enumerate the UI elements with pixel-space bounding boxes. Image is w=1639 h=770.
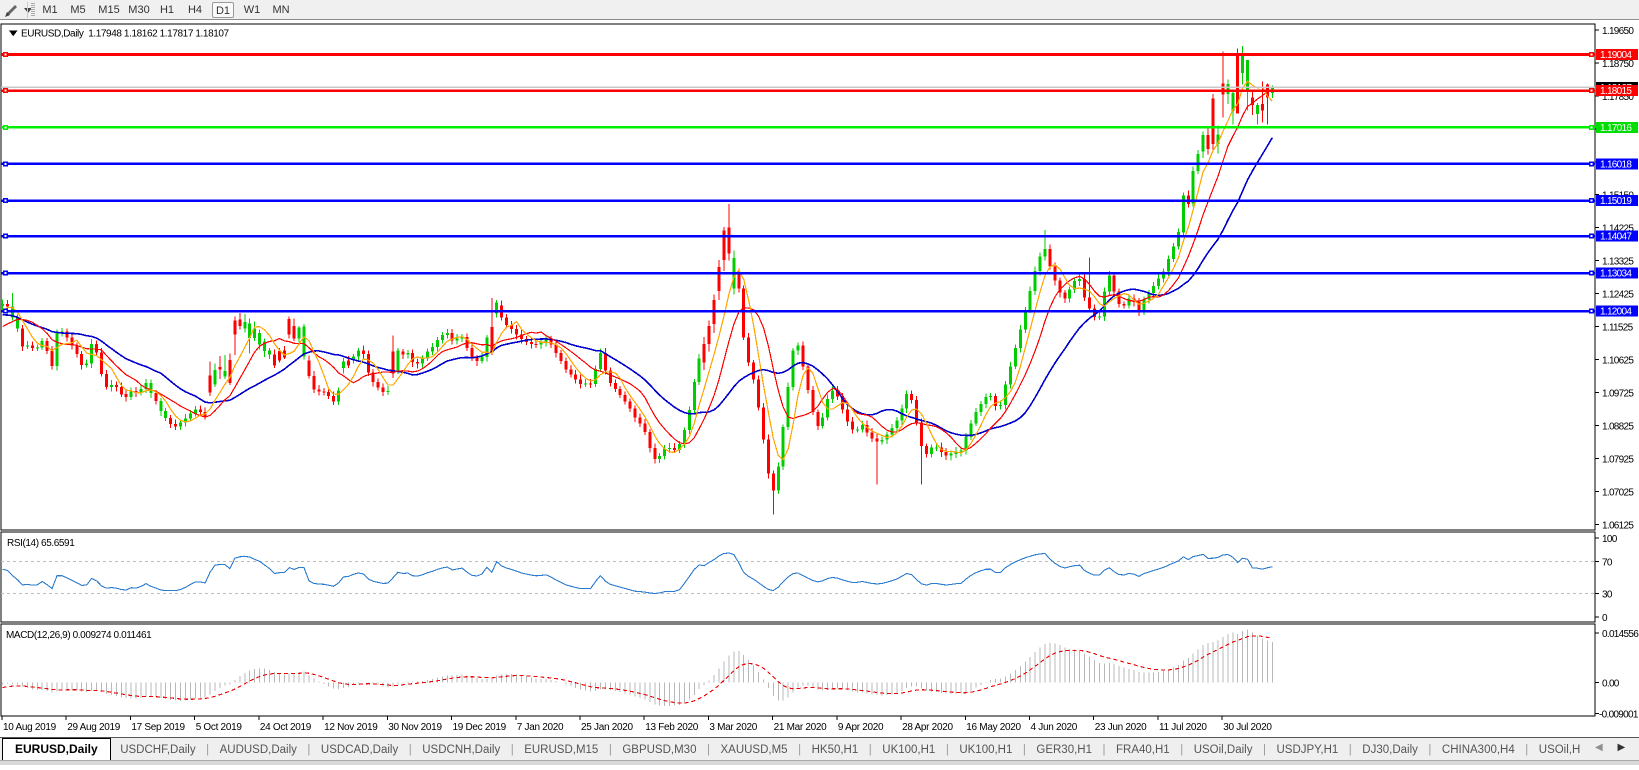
svg-text:1.13034: 1.13034 — [1600, 269, 1632, 280]
svg-text:1.10625: 1.10625 — [1602, 356, 1634, 367]
svg-text:70: 70 — [1602, 558, 1613, 569]
svg-text:RSI(14) 65.6591: RSI(14) 65.6591 — [7, 538, 75, 549]
svg-text:17 Sep 2019: 17 Sep 2019 — [131, 722, 185, 733]
svg-text:5 Oct 2019: 5 Oct 2019 — [196, 722, 243, 733]
svg-text:7 Jan 2020: 7 Jan 2020 — [517, 722, 564, 733]
svg-text:0.014556: 0.014556 — [1602, 629, 1639, 640]
svg-text:EURUSD,Daily 1.17948 1.18162: EURUSD,Daily 1.17948 1.18162 1.17817 1.1… — [21, 29, 230, 40]
svg-text:1.18750: 1.18750 — [1602, 59, 1634, 70]
svg-text:23 Jun 2020: 23 Jun 2020 — [1095, 722, 1147, 733]
svg-text:-0.009001: -0.009001 — [1599, 710, 1639, 721]
svg-text:1.16018: 1.16018 — [1600, 159, 1632, 170]
svg-text:21 Mar 2020: 21 Mar 2020 — [774, 722, 828, 733]
svg-text:1.18015: 1.18015 — [1600, 86, 1632, 97]
svg-text:1.17850: 1.17850 — [1602, 92, 1634, 103]
svg-text:9 Apr 2020: 9 Apr 2020 — [838, 722, 884, 733]
svg-text:24 Oct 2019: 24 Oct 2019 — [260, 722, 312, 733]
svg-text:30: 30 — [1602, 589, 1613, 600]
svg-text:1.08825: 1.08825 — [1602, 422, 1634, 433]
svg-text:19 Dec 2019: 19 Dec 2019 — [453, 722, 507, 733]
svg-text:1.12425: 1.12425 — [1602, 290, 1634, 301]
svg-text:25 Jan 2020: 25 Jan 2020 — [581, 722, 633, 733]
svg-text:1.13325: 1.13325 — [1602, 257, 1634, 268]
svg-text:3 Mar 2020: 3 Mar 2020 — [709, 722, 757, 733]
svg-text:1.17016: 1.17016 — [1600, 123, 1632, 134]
svg-text:30 Jul 2020: 30 Jul 2020 — [1223, 722, 1272, 733]
svg-text:1.19004: 1.19004 — [1600, 50, 1632, 61]
svg-text:1.11525: 1.11525 — [1602, 323, 1634, 334]
svg-text:28 Apr 2020: 28 Apr 2020 — [902, 722, 953, 733]
svg-text:1.15019: 1.15019 — [1600, 196, 1632, 207]
svg-text:1.06125: 1.06125 — [1602, 520, 1634, 531]
svg-text:30 Nov 2019: 30 Nov 2019 — [388, 722, 442, 733]
svg-text:4 Jun 2020: 4 Jun 2020 — [1031, 722, 1078, 733]
svg-text:1.19650: 1.19650 — [1602, 26, 1634, 37]
svg-text:1.14225: 1.14225 — [1602, 224, 1634, 235]
svg-text:1.12004: 1.12004 — [1600, 307, 1632, 318]
svg-text:0.00: 0.00 — [1602, 679, 1620, 690]
svg-text:29 Aug 2019: 29 Aug 2019 — [67, 722, 121, 733]
svg-text:MACD(12,26,9) 0.009274 0.01146: MACD(12,26,9) 0.009274 0.011461 — [6, 630, 152, 641]
svg-text:1.07025: 1.07025 — [1602, 487, 1634, 498]
svg-text:1.09725: 1.09725 — [1602, 389, 1634, 400]
svg-text:0: 0 — [1602, 613, 1608, 624]
svg-text:100: 100 — [1602, 534, 1618, 545]
svg-text:10 Aug 2019: 10 Aug 2019 — [3, 722, 57, 733]
svg-text:1.07925: 1.07925 — [1602, 455, 1634, 466]
svg-text:16 May 2020: 16 May 2020 — [966, 722, 1021, 733]
svg-text:1.14047: 1.14047 — [1600, 232, 1632, 243]
svg-text:12 Nov 2019: 12 Nov 2019 — [324, 722, 378, 733]
svg-text:11 Jul 2020: 11 Jul 2020 — [1159, 722, 1207, 733]
svg-text:13 Feb 2020: 13 Feb 2020 — [645, 722, 699, 733]
